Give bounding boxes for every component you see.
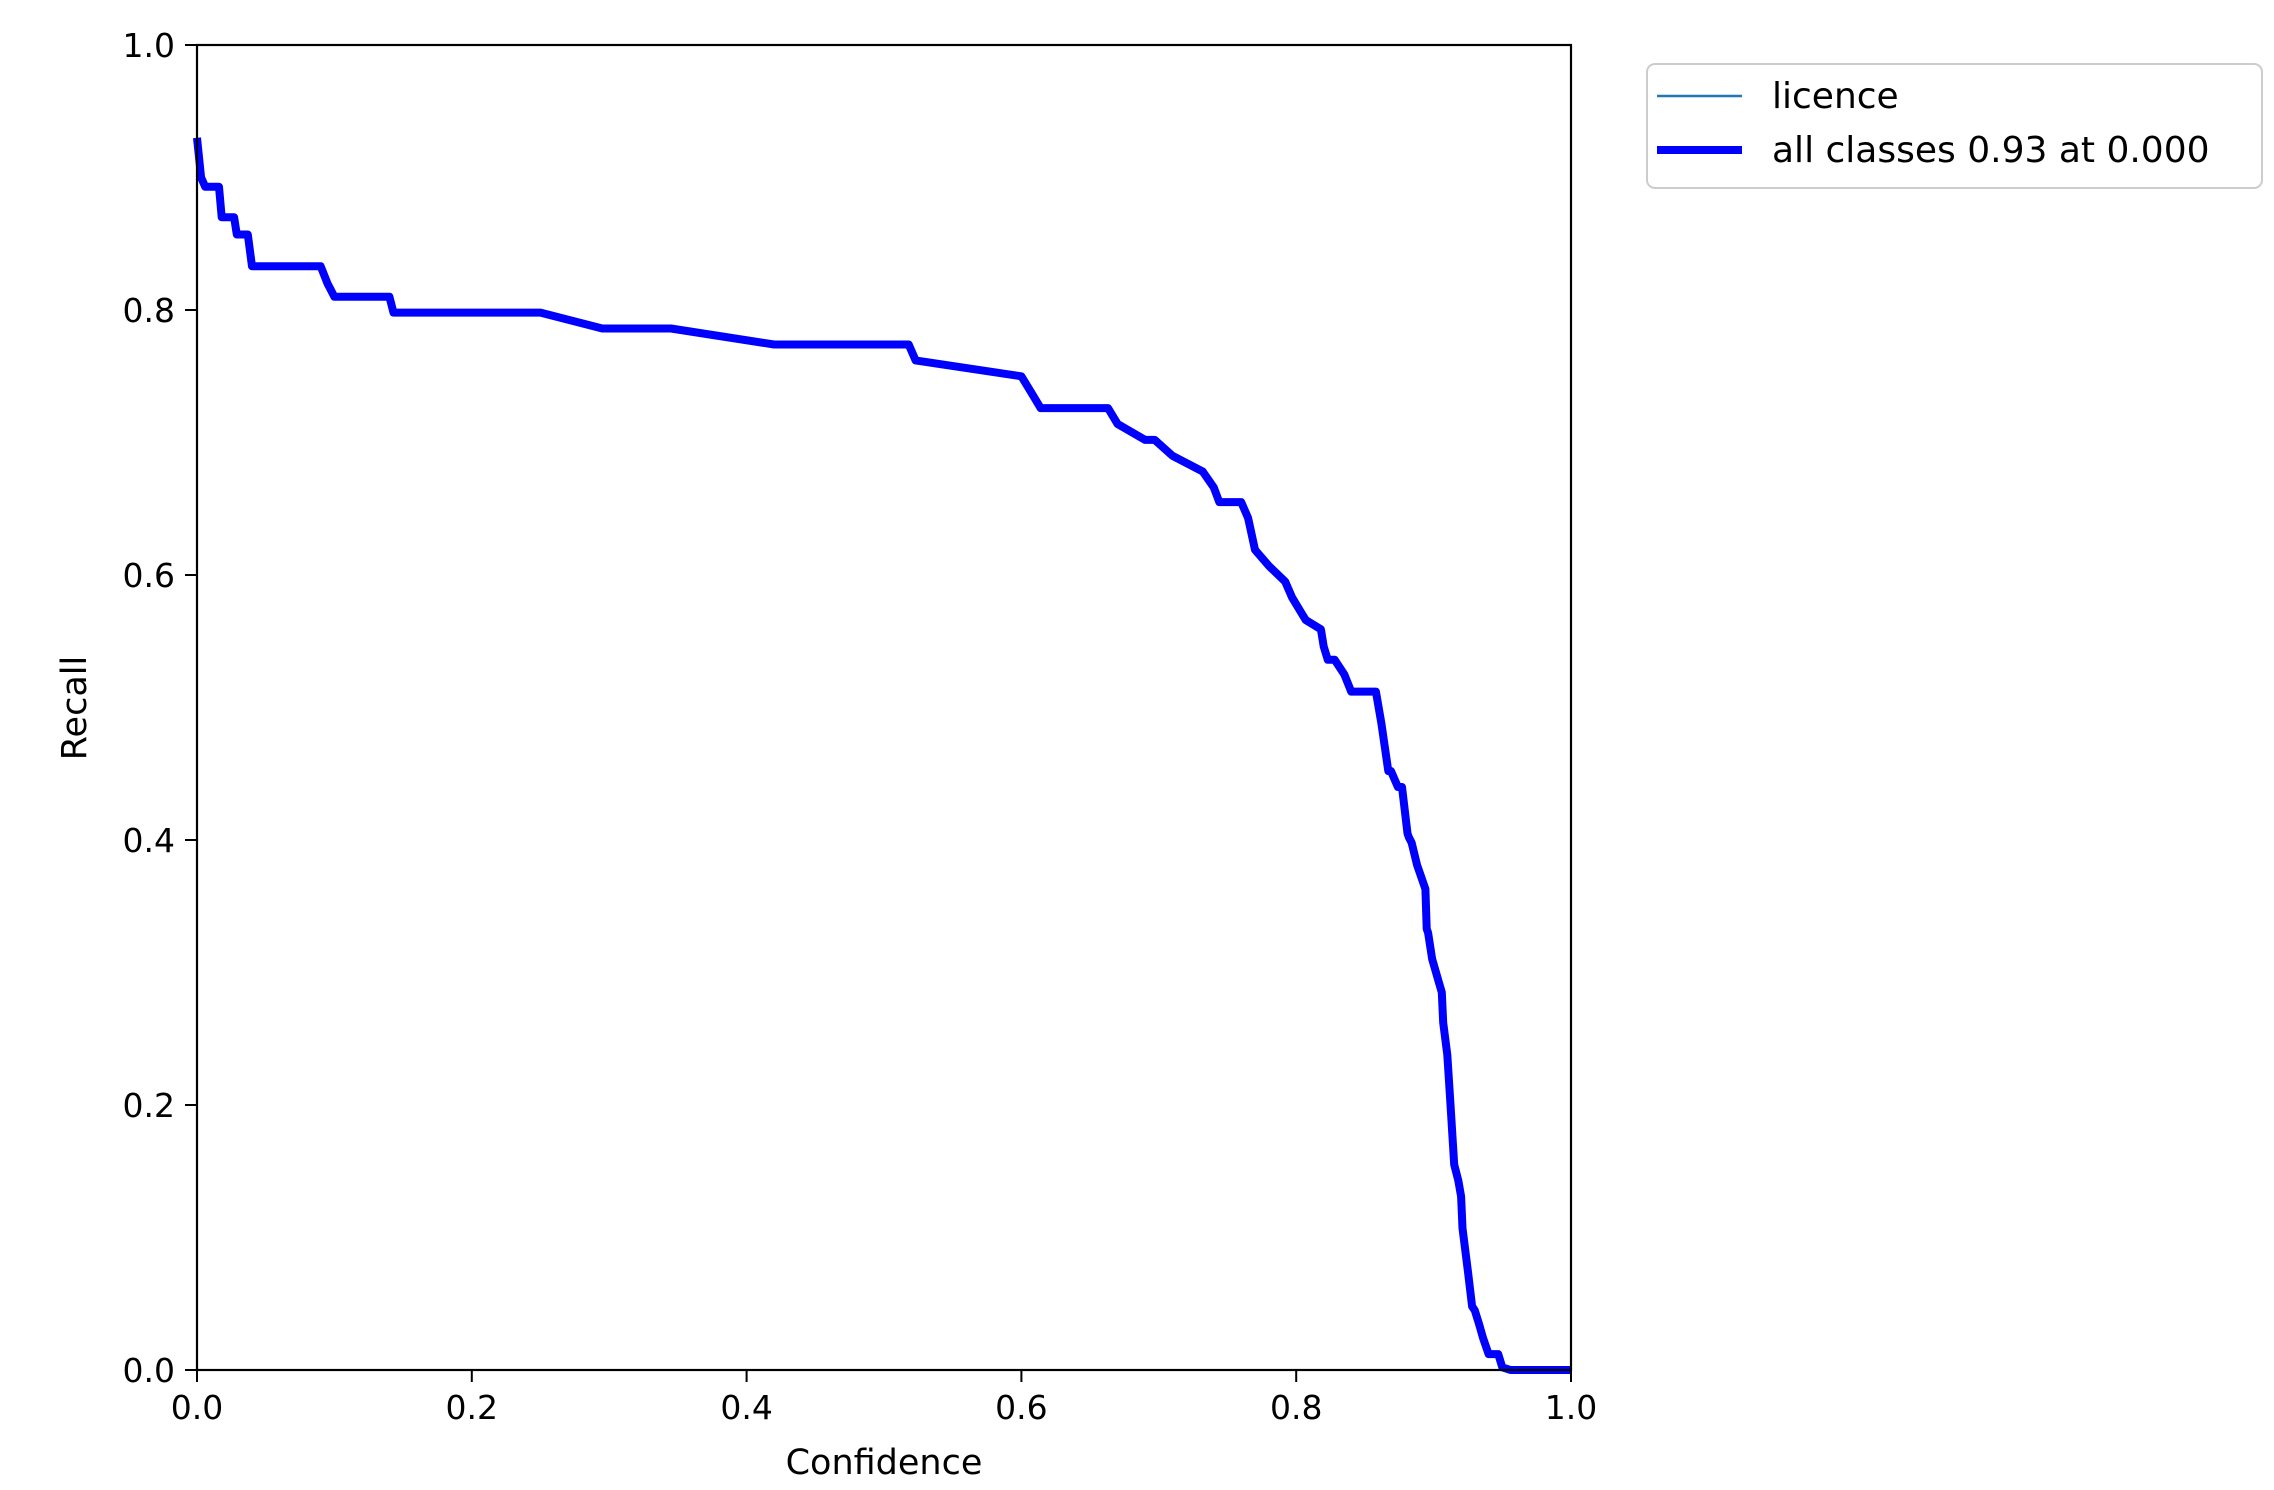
y-tick-label: 0.4 (123, 821, 175, 860)
y-tick-label: 0.0 (123, 1351, 175, 1390)
x-tick-label: 0.2 (446, 1388, 498, 1427)
legend: licence all classes 0.93 at 0.000 (1646, 63, 2263, 189)
y-tick-label: 0.2 (123, 1086, 175, 1125)
x-tick-label: 0.6 (995, 1388, 1047, 1427)
x-axis-ticks: 0.0 0.2 0.4 0.6 0.8 1.0 (171, 1370, 1597, 1427)
x-axis-label: Confidence (786, 1443, 983, 1483)
x-tick-label: 1.0 (1545, 1388, 1597, 1427)
series-line-all-classes (193, 137, 1571, 1374)
x-tick-label: 0.0 (171, 1388, 223, 1427)
y-tick-label: 0.8 (123, 291, 175, 330)
legend-box (1646, 63, 2263, 189)
axes-frame (195, 43, 1573, 1372)
plot-area (197, 45, 1571, 1370)
y-tick-label: 1.0 (123, 26, 175, 65)
y-axis-label: Recall (55, 656, 95, 760)
legend-label-all-classes: all classes 0.93 at 0.000 (1772, 130, 2210, 171)
x-tick-label: 0.8 (1270, 1388, 1322, 1427)
x-tick-label: 0.4 (720, 1388, 772, 1427)
series-layer (193, 137, 1571, 1374)
y-axis-ticks: 0.0 0.2 0.4 0.6 0.8 1.0 (123, 26, 197, 1390)
y-tick-label: 0.6 (123, 556, 175, 595)
legend-label-licence: licence (1772, 76, 1899, 117)
